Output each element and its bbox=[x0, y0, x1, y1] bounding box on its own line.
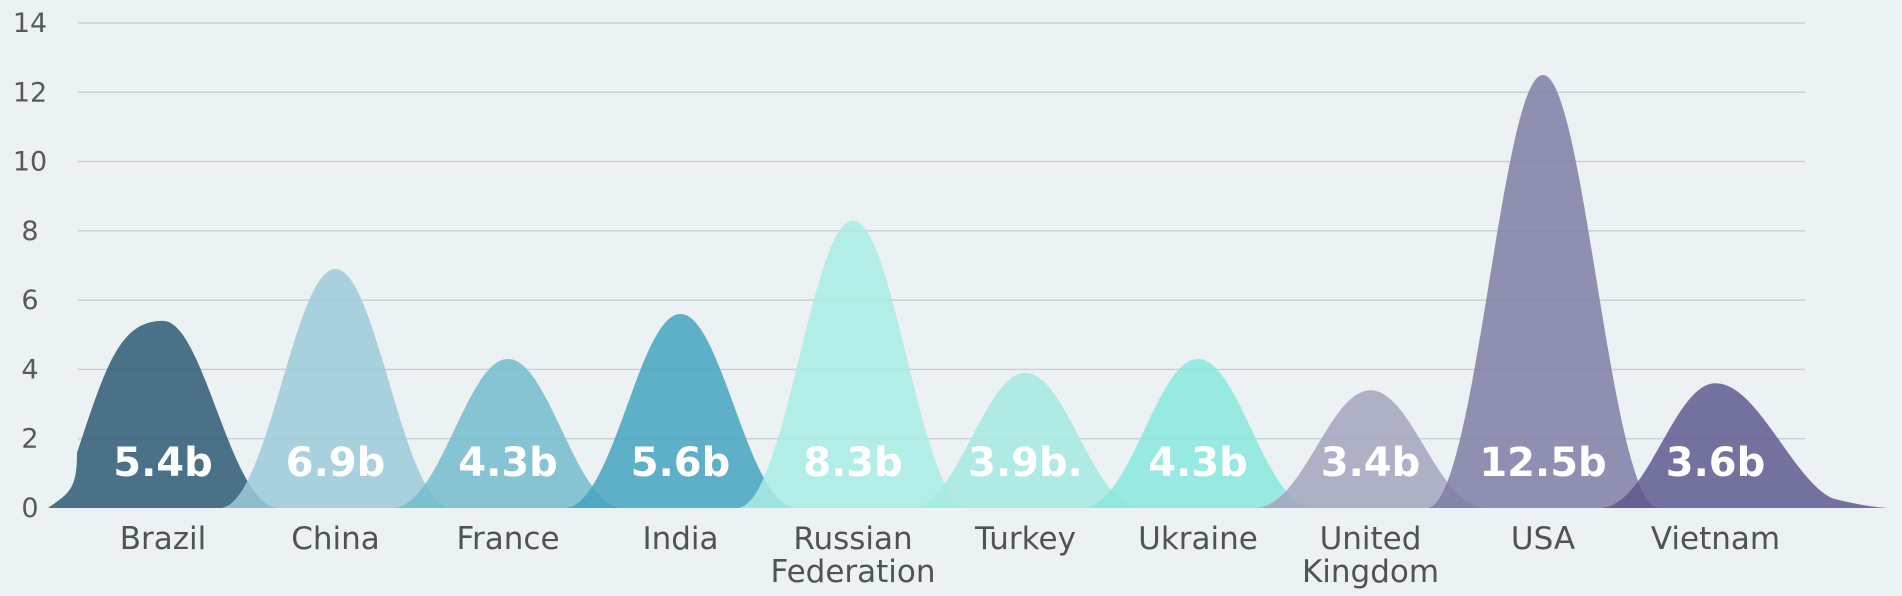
data-label: 4.3b bbox=[458, 440, 558, 486]
peak-turkey bbox=[909, 372, 1142, 508]
x-tick-label-line: Federation bbox=[770, 554, 935, 590]
y-tick-label: 2 bbox=[21, 424, 38, 455]
data-label: 6.9b bbox=[286, 440, 386, 486]
data-label: 5.4b bbox=[113, 440, 213, 486]
x-axis-ticks: Brazil China France India Russian Federation T… bbox=[120, 521, 1780, 590]
x-tick-label: Brazil bbox=[120, 521, 207, 557]
peak-ukraine bbox=[1082, 359, 1314, 508]
y-tick-label: 0 bbox=[21, 493, 38, 524]
peak-india bbox=[564, 314, 797, 508]
y-tick-label: 6 bbox=[21, 285, 38, 316]
data-label: 4.3b bbox=[1148, 440, 1248, 486]
x-tick-label: China bbox=[291, 521, 380, 557]
data-label: 8.3b bbox=[803, 440, 903, 486]
data-label: 5.6b bbox=[631, 440, 731, 486]
x-tick-label: France bbox=[456, 521, 559, 557]
x-tick-label-line: United bbox=[1320, 521, 1422, 557]
y-tick-label: 14 bbox=[13, 8, 47, 39]
data-label: 12.5b bbox=[1479, 440, 1606, 486]
data-label: 3.4b bbox=[1321, 440, 1421, 486]
y-tick-label: 10 bbox=[13, 147, 47, 178]
y-tick-label: 4 bbox=[21, 354, 38, 385]
y-axis-ticks: 0 2 4 6 8 10 12 14 bbox=[13, 8, 47, 524]
peak-vietnam bbox=[1599, 383, 1890, 508]
peak-brazil bbox=[48, 320, 279, 508]
peak-france bbox=[392, 359, 624, 508]
x-tick-label: Turkey bbox=[974, 521, 1076, 557]
data-label: 3.9b. bbox=[968, 440, 1083, 486]
x-tick-label: USA bbox=[1511, 521, 1575, 557]
y-tick-label: 12 bbox=[13, 77, 47, 108]
x-tick-label-line: Ukraine bbox=[1138, 521, 1258, 557]
x-tick-label-line: Russian bbox=[793, 521, 912, 557]
x-tick-label-line: Kingdom bbox=[1302, 554, 1439, 590]
x-tick-label-line: China bbox=[291, 521, 380, 557]
x-tick-label-line: France bbox=[456, 521, 559, 557]
peak-united-kingdom bbox=[1254, 390, 1487, 508]
peaks bbox=[48, 74, 1890, 508]
peak-russian-federation bbox=[737, 220, 969, 508]
x-tick-label: United Kingdom bbox=[1302, 521, 1439, 590]
x-tick-label-line: USA bbox=[1511, 521, 1575, 557]
y-tick-label: 8 bbox=[21, 216, 38, 247]
x-tick-label: India bbox=[642, 521, 718, 557]
x-tick-label: Ukraine bbox=[1138, 521, 1258, 557]
x-tick-label-line: Brazil bbox=[120, 521, 207, 557]
peak-china bbox=[219, 268, 452, 508]
data-label: 3.6b bbox=[1666, 440, 1766, 486]
x-tick-label: Russian Federation bbox=[770, 521, 935, 590]
x-tick-label-line: Turkey bbox=[974, 521, 1076, 557]
x-tick-label-line: Vietnam bbox=[1651, 521, 1780, 557]
data-labels: 5.4b 6.9b 4.3b 5.6b 8.3b 3.9b. 4.3b 3.4b 12.5b 3.… bbox=[113, 440, 1765, 486]
x-tick-label-line: India bbox=[642, 521, 718, 557]
peak-usa bbox=[1427, 74, 1659, 508]
x-tick-label: Vietnam bbox=[1651, 521, 1780, 557]
